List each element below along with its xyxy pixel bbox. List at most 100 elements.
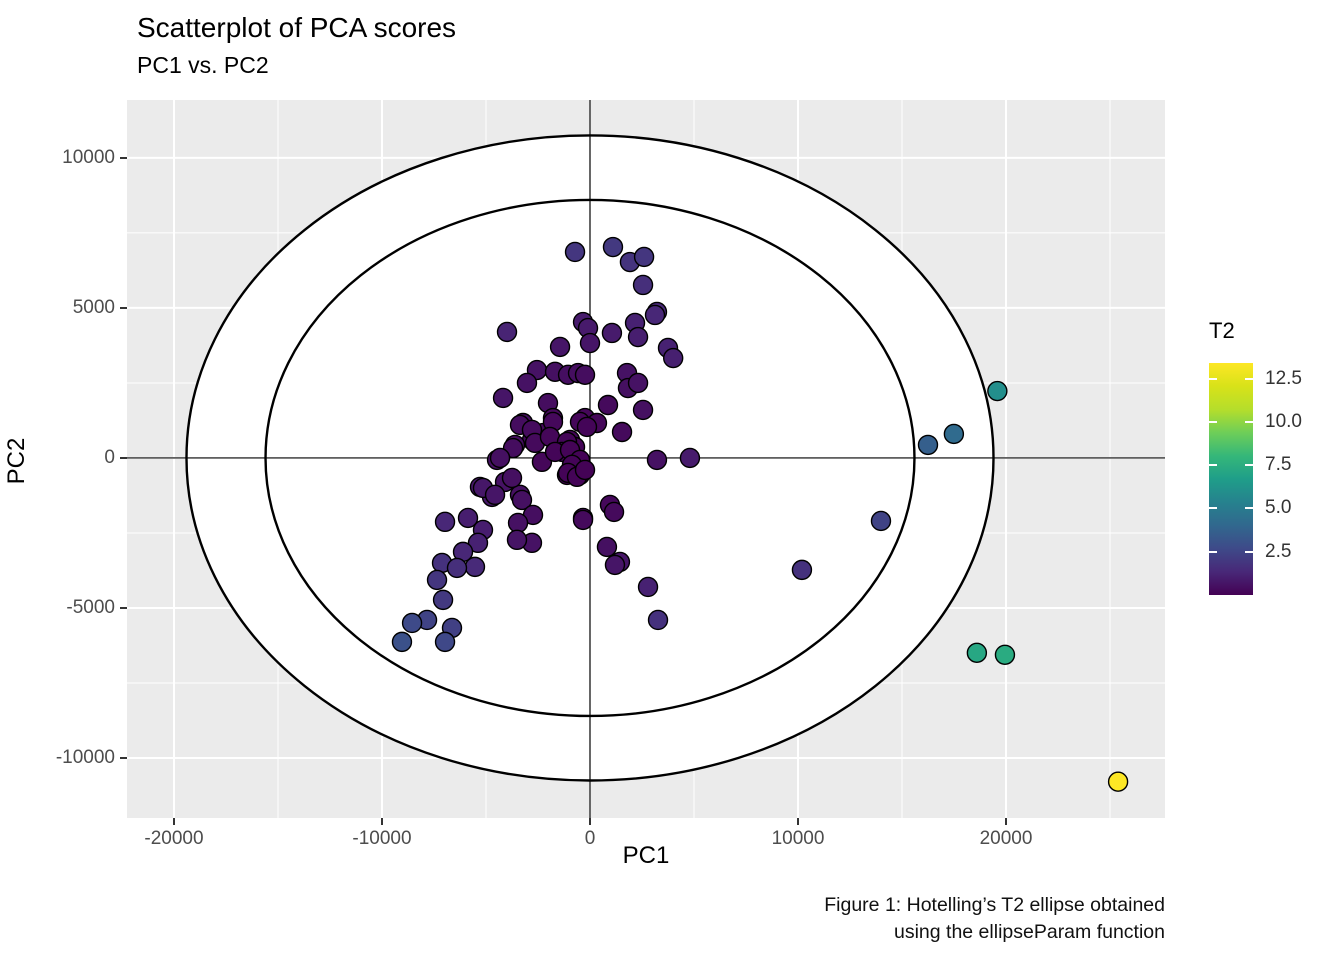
colorbar-label: 12.5 xyxy=(1265,367,1302,389)
chart-title: Scatterplot of PCA scores xyxy=(137,12,457,43)
x-tick-mark xyxy=(1004,818,1007,825)
x-tick-label: -20000 xyxy=(144,828,204,849)
colorbar-tick-left xyxy=(1209,550,1217,553)
data-point xyxy=(601,322,623,344)
x-tick-label: 10000 xyxy=(771,828,825,849)
x-tick-label: 20000 xyxy=(979,828,1033,849)
colorbar-tick-left xyxy=(1209,377,1217,380)
y-tick-label: 0 xyxy=(104,446,115,468)
data-point xyxy=(632,399,654,421)
y-tick-label: -5000 xyxy=(66,596,115,618)
data-point xyxy=(457,507,479,529)
data-point xyxy=(632,274,654,296)
y-tick-label: 10000 xyxy=(62,146,115,168)
colorbar-legend: T2 2.5 5.0 7.5 10.0 12.5 xyxy=(1205,318,1344,618)
figure-caption: Figure 1: Hotelling’s T2 ellipse obtaine… xyxy=(824,892,1165,946)
colorbar-tick-right xyxy=(1245,420,1253,423)
colorbar-tick-right xyxy=(1245,464,1253,467)
data-point xyxy=(917,434,939,456)
data-point xyxy=(679,447,701,469)
data-point xyxy=(492,387,514,409)
data-point xyxy=(579,332,601,354)
colorbar-gradient xyxy=(1209,363,1253,595)
data-point xyxy=(401,612,423,634)
data-point xyxy=(602,236,624,258)
data-point xyxy=(633,246,655,268)
data-point xyxy=(644,304,666,326)
y-tick-mark xyxy=(120,606,127,609)
y-axis-title: PC2 xyxy=(3,437,30,485)
data-point xyxy=(574,364,596,386)
data-point xyxy=(574,459,596,481)
data-point xyxy=(646,449,668,471)
data-point xyxy=(576,416,598,438)
data-point xyxy=(464,556,486,578)
data-point xyxy=(511,489,533,511)
y-tick-mark xyxy=(120,456,127,459)
data-point xyxy=(496,321,518,343)
x-tick-mark xyxy=(796,818,799,825)
data-point xyxy=(611,421,633,443)
data-point xyxy=(596,536,618,558)
data-point xyxy=(516,372,538,394)
legend-title: T2 xyxy=(1209,318,1235,343)
colorbar-tick-right xyxy=(1245,377,1253,380)
data-point xyxy=(426,569,448,591)
colorbar-tick-right xyxy=(1245,507,1253,510)
data-point xyxy=(564,241,586,263)
colorbar-label: 5.0 xyxy=(1265,497,1292,519)
x-tick-label: -10000 xyxy=(352,828,412,849)
chart-subtitle: PC1 vs. PC2 xyxy=(137,52,269,78)
data-point xyxy=(662,347,684,369)
data-point xyxy=(432,589,454,611)
colorbar-tick-right xyxy=(1245,550,1253,553)
data-point xyxy=(603,501,625,523)
x-tick-label: 0 xyxy=(584,828,596,849)
colorbar-label: 2.5 xyxy=(1265,540,1292,562)
data-point xyxy=(627,326,649,348)
data-point xyxy=(446,557,468,579)
colorbar-tick-left xyxy=(1209,420,1217,423)
data-point xyxy=(647,609,669,631)
x-tick-mark xyxy=(381,818,383,825)
data-point xyxy=(627,372,649,394)
data-point xyxy=(597,394,619,416)
data-point xyxy=(507,512,529,534)
caption-line-1: Figure 1: Hotelling’s T2 ellipse obtaine… xyxy=(824,894,1165,916)
plot-canvas xyxy=(127,100,1165,818)
data-point xyxy=(506,529,528,551)
data-point xyxy=(501,467,523,489)
data-point xyxy=(549,336,571,358)
data-point xyxy=(434,631,456,653)
data-point xyxy=(994,644,1016,665)
data-point xyxy=(572,509,594,531)
data-point xyxy=(1107,771,1129,792)
data-point xyxy=(467,532,489,554)
y-tick-label: 5000 xyxy=(72,296,115,318)
data-point xyxy=(987,380,1008,402)
y-tick-mark xyxy=(120,156,127,159)
plot-panel xyxy=(127,100,1165,818)
y-tick-label: -10000 xyxy=(55,746,115,768)
colorbar-tick-left xyxy=(1209,464,1217,467)
data-point xyxy=(434,511,456,533)
data-point xyxy=(489,447,511,469)
data-point xyxy=(943,423,965,445)
data-point xyxy=(966,642,988,664)
x-axis-title: PC1 xyxy=(622,842,670,869)
x-tick-mark xyxy=(588,818,591,825)
x-tick-mark xyxy=(173,818,175,825)
data-point xyxy=(484,484,506,506)
caption-line-2: using the ellipseParam function xyxy=(894,921,1165,943)
y-tick-mark xyxy=(120,306,127,309)
colorbar-label: 7.5 xyxy=(1265,454,1292,476)
colorbar-label: 10.0 xyxy=(1265,410,1302,432)
data-point xyxy=(604,554,626,576)
data-point xyxy=(637,576,659,598)
data-point xyxy=(391,631,413,653)
data-point xyxy=(870,510,892,532)
data-point xyxy=(791,559,813,581)
colorbar-tick-left xyxy=(1209,507,1217,510)
y-tick-mark xyxy=(120,756,127,759)
